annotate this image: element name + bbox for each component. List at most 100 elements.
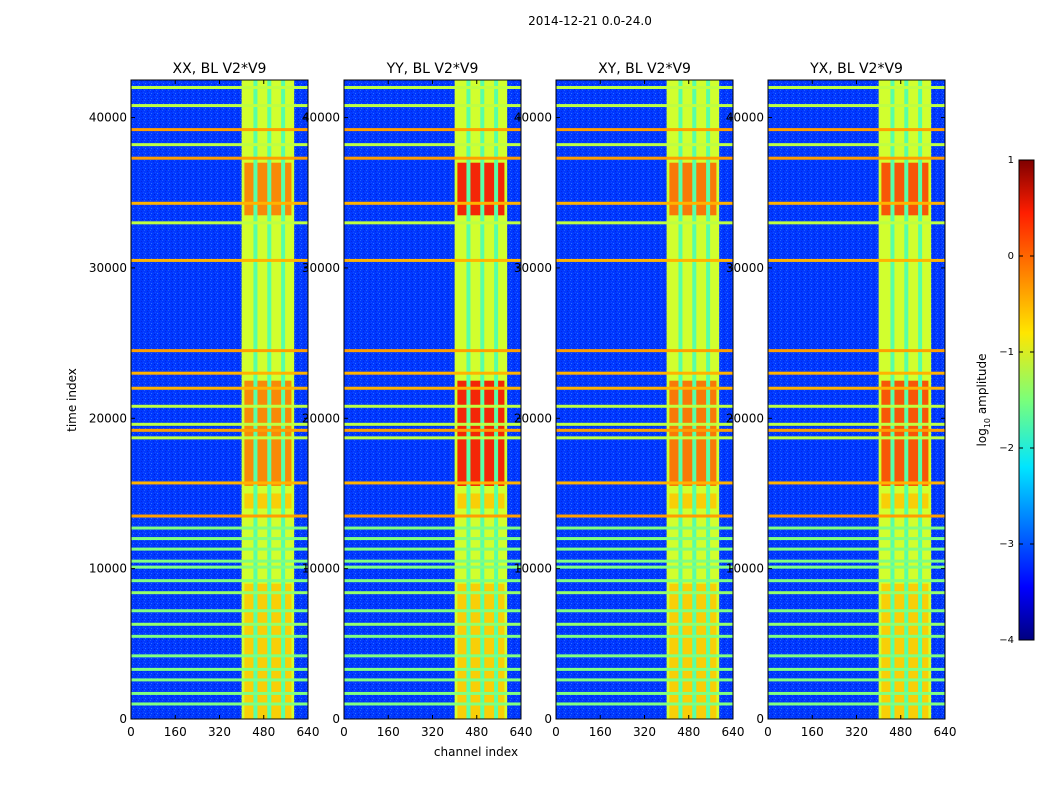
x-tick-label: 160 [801, 725, 824, 739]
flagged-time-row [768, 537, 945, 541]
flagged-time-row [768, 86, 945, 90]
y-tick-label: 40000 [514, 111, 552, 125]
y-tick-label: 30000 [302, 261, 340, 275]
flagged-time-row [556, 128, 733, 132]
flagged-time-row [768, 514, 945, 518]
flagged-time-row [556, 565, 733, 569]
flagged-time-row [768, 526, 945, 530]
flagged-time-row [556, 609, 733, 613]
flagged-time-row [131, 201, 308, 205]
flagged-time-row [344, 634, 521, 638]
flagged-time-row [556, 559, 733, 563]
y-tick-label: 40000 [89, 111, 127, 125]
y-tick-label: 0 [332, 712, 340, 726]
y-tick-label: 20000 [89, 411, 127, 425]
flagged-time-row [768, 128, 945, 132]
flagged-time-row [131, 667, 308, 671]
flagged-time-row [344, 371, 521, 375]
flagged-time-row [131, 565, 308, 569]
flagged-time-row [344, 691, 521, 695]
flagged-time-row [131, 537, 308, 541]
x-tick-label: 480 [252, 725, 275, 739]
channel-gap [692, 80, 697, 719]
flagged-time-row [344, 609, 521, 613]
flagged-time-row [344, 678, 521, 682]
flagged-time-row [768, 565, 945, 569]
flagged-time-row [344, 537, 521, 541]
flagged-time-row [768, 591, 945, 595]
flagged-time-row [344, 428, 521, 432]
channel-gap [253, 80, 258, 719]
figure-title: 2014-12-21 0.0-24.0 [528, 14, 652, 28]
x-tick-label: 640 [934, 725, 957, 739]
flagged-time-row [556, 514, 733, 518]
flagged-time-row [556, 258, 733, 262]
y-tick-label: 10000 [89, 562, 127, 576]
flagged-time-row [131, 634, 308, 638]
x-tick-label: 0 [764, 725, 772, 739]
flagged-time-row [344, 143, 521, 147]
flagged-time-row [556, 547, 733, 551]
flagged-time-row [768, 104, 945, 108]
flagged-time-row [131, 514, 308, 518]
heatmap-panel: YX, BL V2*V9 0 160 320 480 640 0 10000 20000 3000… [726, 61, 957, 739]
flagged-time-row [344, 436, 521, 440]
colorbar-label-subscript: 10 [983, 418, 992, 428]
y-tick-label: 20000 [302, 411, 340, 425]
channel-gap [890, 80, 895, 719]
flagged-time-row [131, 422, 308, 426]
x-tick-label: 320 [845, 725, 868, 739]
flagged-time-row [768, 622, 945, 626]
flagged-time-row [556, 349, 733, 353]
flagged-time-row [768, 428, 945, 432]
flagged-time-row [344, 86, 521, 90]
flagged-time-row [768, 156, 945, 160]
flagged-time-row [768, 143, 945, 147]
flagged-time-row [131, 371, 308, 375]
flagged-time-row [556, 371, 733, 375]
flagged-time-row [131, 702, 308, 706]
flagged-time-row [768, 371, 945, 375]
y-tick-label: 20000 [514, 411, 552, 425]
panel-title: XY, BL V2*V9 [598, 61, 691, 77]
panel-title: YY, BL V2*V9 [386, 61, 479, 77]
x-tick-label: 160 [164, 725, 187, 739]
flagged-time-row [556, 591, 733, 595]
flagged-time-row [556, 702, 733, 706]
flagged-time-row [344, 547, 521, 551]
flagged-time-row [344, 404, 521, 408]
flagged-time-row [131, 526, 308, 530]
flagged-time-row [131, 436, 308, 440]
x-tick-label: 640 [722, 725, 745, 739]
y-tick-label: 0 [119, 712, 127, 726]
flagged-time-row [556, 86, 733, 90]
channel-gap [918, 80, 923, 719]
flagged-time-row [344, 565, 521, 569]
flagged-time-row [131, 691, 308, 695]
flagged-time-row [768, 201, 945, 205]
flagged-time-row [768, 349, 945, 353]
x-tick-label: 640 [510, 725, 533, 739]
y-tick-label: 0 [756, 712, 764, 726]
y-tick-label: 40000 [302, 111, 340, 125]
flagged-time-row [131, 609, 308, 613]
y-tick-label: 10000 [302, 562, 340, 576]
flagged-time-row [768, 667, 945, 671]
colorbar-tick-label: −4 [999, 635, 1014, 646]
flagged-time-row [768, 404, 945, 408]
flagged-time-row [131, 104, 308, 108]
flagged-time-row [131, 622, 308, 626]
flagged-time-row [768, 547, 945, 551]
flagged-time-row [131, 547, 308, 551]
colorbar-label-suffix: amplitude [975, 354, 989, 418]
flagged-time-row [768, 634, 945, 638]
flagged-time-row [344, 654, 521, 658]
colorbar-tick-label: −2 [999, 443, 1014, 454]
flagged-time-row [344, 104, 521, 108]
flagged-time-row [556, 436, 733, 440]
channel-gap [904, 80, 909, 719]
flagged-time-row [131, 349, 308, 353]
flagged-time-row [768, 654, 945, 658]
flagged-time-row [768, 481, 945, 485]
channel-gap [466, 80, 471, 719]
